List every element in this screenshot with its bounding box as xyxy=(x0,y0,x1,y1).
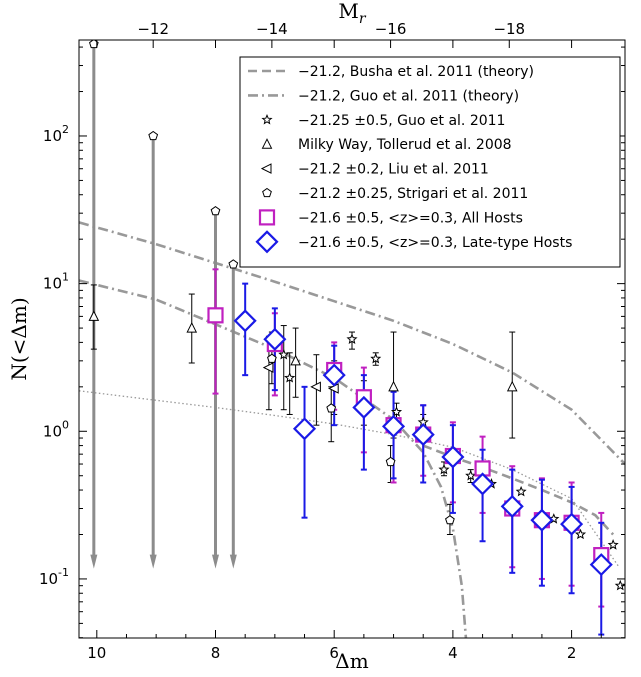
y-tick-exponent: 2 xyxy=(62,123,69,136)
guo-point-15 xyxy=(614,579,625,591)
liu-point-2 xyxy=(310,381,321,393)
x2-axis-title: Mr xyxy=(338,0,366,27)
x-axis-title: Δm xyxy=(335,649,368,673)
strigari-point-1 xyxy=(89,40,99,49)
legend-swatch-5 xyxy=(260,163,272,174)
late-hosts-point-6 xyxy=(381,414,406,438)
x-tick-label: 8 xyxy=(211,644,221,662)
legend-swatch-3 xyxy=(261,113,273,125)
x2-tick-label: −16 xyxy=(375,20,407,38)
legend-label-5: −21.2 ±0.2, Liu et al. 2011 xyxy=(298,162,489,178)
x-tick-label: 2 xyxy=(567,644,577,662)
strigari-arrowhead-3 xyxy=(212,554,219,569)
y-axis-title: N(<Δm) xyxy=(7,297,31,380)
late-hosts-point-7 xyxy=(411,423,435,447)
legend-label-1: −21.2, Busha et al. 2011 (theory) xyxy=(298,64,534,80)
late-hosts-point-8 xyxy=(441,445,465,469)
strigari-arrowhead-4 xyxy=(229,554,237,569)
strigari-point-2 xyxy=(148,130,159,141)
plot-frame xyxy=(78,39,626,639)
guo-point-8 xyxy=(438,463,450,475)
x2-tick-label: −12 xyxy=(137,20,169,38)
y-tick-exponent: 1 xyxy=(62,271,69,284)
late-hosts-errorbar-12 xyxy=(568,485,575,595)
guo-point-6 xyxy=(390,406,403,417)
liu-errorbar-2 xyxy=(313,354,320,426)
guo-point-2 xyxy=(284,372,296,383)
x2-tick-label: −14 xyxy=(256,20,288,38)
x-tick-label: 10 xyxy=(87,644,106,662)
legend-swatch-6 xyxy=(262,187,272,198)
x2-tick-label: −18 xyxy=(493,20,525,38)
milky-way-point-5 xyxy=(506,380,518,392)
y-tick-exponent: 0 xyxy=(62,418,69,431)
guo-point-1 xyxy=(278,348,290,360)
late-hosts-errorbar-3 xyxy=(301,385,308,519)
x2-axis-title-subscript: r xyxy=(359,11,367,27)
late-hosts-point-9 xyxy=(471,472,495,496)
theory-curve-1 xyxy=(79,221,625,465)
late-hosts-errorbar-10 xyxy=(509,468,516,574)
late-hosts-point-12 xyxy=(560,512,584,536)
guo-point-11 xyxy=(515,485,527,497)
guo-stars-errorbar-2 xyxy=(286,352,293,415)
liu-point-1 xyxy=(262,362,274,373)
strigari-arrowhead-2 xyxy=(149,554,157,569)
late-hosts-point-1 xyxy=(233,309,257,333)
strigari-point-5 xyxy=(267,353,277,363)
y-tick-label: 102 xyxy=(43,123,69,145)
strigari-point-6 xyxy=(326,403,337,413)
legend-label-4: Milky Way, Tollerud et al. 2008 xyxy=(298,137,512,153)
late-hosts-point-13 xyxy=(589,553,613,577)
x-tick-label: 6 xyxy=(329,644,339,662)
legend-swatch-8 xyxy=(255,230,279,254)
legend: −21.2, Busha et al. 2011 (theory) −21.2, … xyxy=(239,56,621,268)
legend-swatch-7 xyxy=(258,209,276,226)
plot-area xyxy=(79,40,625,638)
legend-box xyxy=(239,56,621,268)
late-hosts-point-2 xyxy=(263,327,287,351)
milky-way-point-3 xyxy=(290,354,301,366)
legend-swatch-4 xyxy=(261,138,273,149)
all-hosts-errorbar-1 xyxy=(212,268,219,395)
strigari-arrowhead-1 xyxy=(90,554,98,569)
late-hosts-point-11 xyxy=(530,508,554,532)
strigari-point-4 xyxy=(228,259,239,269)
late-hosts-errorbar-8 xyxy=(449,424,456,514)
x-tick-label: 4 xyxy=(448,644,458,662)
late-hosts-point-10 xyxy=(500,494,524,518)
guo-point-9 xyxy=(465,469,477,481)
legend-label-6: −21.2 ±0.25, Strigari et al. 2011 xyxy=(298,186,528,202)
milky-way-point-2 xyxy=(186,321,198,333)
y-tick-label: 101 xyxy=(43,271,69,293)
y-tick-label: 100 xyxy=(43,418,69,440)
strigari-point-3 xyxy=(210,205,221,216)
guo-point-14 xyxy=(607,539,619,550)
strigari-point-7 xyxy=(385,456,396,467)
theory-curve-3 xyxy=(79,390,620,568)
late-hosts-point-3 xyxy=(292,417,317,441)
chart-axes: 10 8 6 4 2−12 −14 −16 −1810-1100101102ΔmMrN(<Δm… xyxy=(7,0,626,673)
y-tick-label: 10-1 xyxy=(39,566,69,588)
late-hosts-point-5 xyxy=(352,395,376,420)
late-hosts-point-4 xyxy=(322,363,346,387)
liu-point-3 xyxy=(328,383,339,394)
legend-label-2: −21.2, Guo et al. 2011 (theory) xyxy=(298,88,519,104)
milky-way-point-1 xyxy=(88,310,100,321)
guo-point-4 xyxy=(346,333,358,344)
late-hosts-errorbar-13 xyxy=(598,521,605,636)
legend-label-8: −21.6 ±0.5, <z>=0.3, Late-type Hosts xyxy=(298,235,572,251)
chart-marks xyxy=(79,40,625,638)
late-hosts-errorbar-11 xyxy=(538,478,545,587)
strigari-point-8 xyxy=(445,515,455,525)
all-hosts-point-1 xyxy=(207,307,224,324)
guo-point-13 xyxy=(574,528,587,540)
guo-point-5 xyxy=(370,352,382,364)
y-tick-exponent: -1 xyxy=(58,566,69,579)
legend-label-3: −21.25 ±0.5, Guo et al. 2011 xyxy=(298,113,505,129)
legend-label-7: −21.6 ±0.5, <z>=0.3, All Hosts xyxy=(298,210,523,226)
milky-way-point-4 xyxy=(388,380,399,392)
